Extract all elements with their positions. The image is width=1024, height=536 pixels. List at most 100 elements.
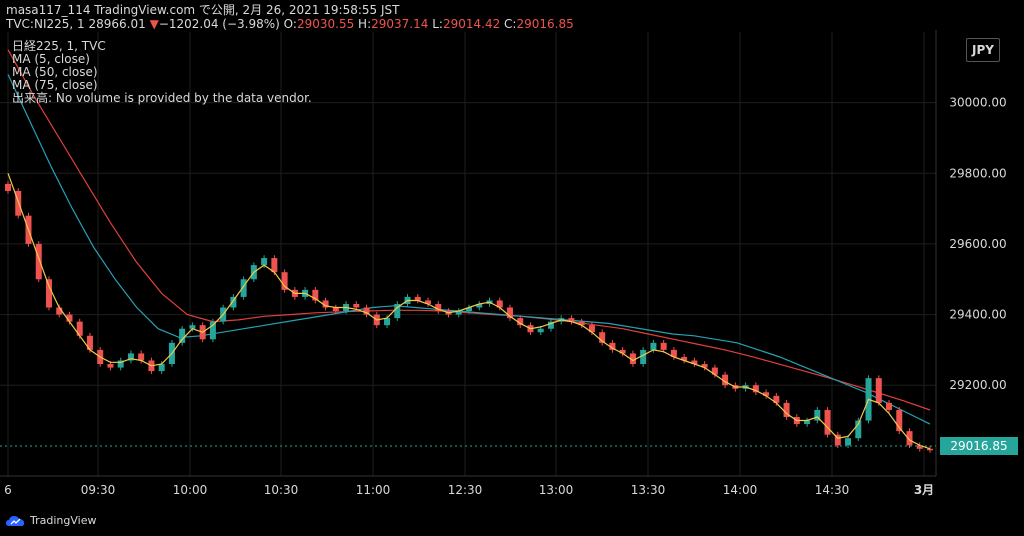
legend-ma5[interactable]: MA (5, close): [12, 52, 90, 66]
candle-body: [886, 402, 893, 410]
tradingview-logo[interactable]: TradingView: [6, 514, 96, 527]
open-label: O:: [283, 17, 297, 31]
candle-body: [179, 328, 186, 343]
price-tick-label: 29200.00: [949, 378, 1006, 392]
time-tick-label: 13:30: [631, 483, 666, 497]
candle-body: [875, 378, 882, 403]
candles-layer: [5, 181, 933, 453]
chart-grid: [0, 32, 936, 476]
candle-body: [609, 342, 616, 350]
candle-body: [906, 431, 913, 446]
candle-body: [127, 353, 134, 361]
candle-body: [476, 303, 483, 308]
candle-body: [517, 318, 524, 326]
candle-body: [629, 353, 636, 365]
candle-body: [435, 303, 442, 312]
tradingview-cloud-icon: [6, 515, 25, 526]
candle-body: [496, 300, 503, 308]
candle-body: [189, 325, 196, 329]
candle-body: [578, 321, 585, 326]
ohlc-header: TVC:NI225, 1 28966.01 ▼−1202.04 (−3.98%)…: [6, 17, 574, 31]
symbol-label: TVC:NI225, 1: [6, 17, 85, 31]
candle-body: [773, 395, 780, 403]
candle-body: [394, 303, 401, 319]
time-tick-label: 3月: [914, 483, 934, 497]
ma5-line-layer: [7, 173, 931, 450]
candle-body: [230, 296, 237, 308]
candle-body: [814, 409, 821, 421]
candle-body: [332, 307, 339, 312]
low-value: 29014.42: [442, 17, 501, 31]
candle-body: [804, 420, 811, 425]
candle-body: [763, 392, 770, 396]
candle-body: [834, 434, 841, 446]
time-tick-label: 14:00: [723, 483, 758, 497]
time-tick-label: 6: [4, 483, 12, 497]
candle-body: [845, 438, 852, 446]
legend-volume-note: 出来高: No volume is provided by the data v…: [12, 91, 312, 105]
candle-body: [425, 300, 432, 304]
candle-body: [240, 279, 247, 297]
candle-body: [35, 243, 42, 280]
candle-body: [547, 321, 554, 329]
candle-body: [588, 325, 595, 333]
candle-body: [209, 321, 216, 340]
candle-body: [752, 385, 759, 393]
candle-body: [722, 374, 729, 386]
candle-body: [650, 342, 657, 350]
time-axis: 6 09:30 10:00 10:30 11:00 12:30 13:00 13:30 14:0…: [4, 483, 934, 497]
candle-body: [670, 349, 677, 357]
high-label: H:: [358, 17, 372, 31]
candle-body: [681, 356, 688, 361]
price-change: −1202.04 (−3.98%): [158, 17, 280, 31]
candle-body: [619, 349, 626, 354]
price-tick-label: 29800.00: [949, 166, 1006, 180]
time-tick-label: 12:30: [448, 483, 483, 497]
candle-body: [455, 311, 462, 315]
candle-body: [783, 402, 790, 418]
open-value: 29030.55: [296, 17, 355, 31]
candle-body: [896, 409, 903, 432]
candle-body: [117, 360, 124, 368]
legend-ma75[interactable]: MA (75, close): [12, 78, 98, 92]
ma5-line: [7, 173, 931, 450]
legend-ma50[interactable]: MA (50, close): [12, 65, 98, 79]
candle-body: [363, 307, 370, 315]
price-tick-label: 29600.00: [949, 237, 1006, 251]
candle-body: [384, 318, 391, 326]
chart-legend: 日経225, 1, TVC MA (5, close) MA (50, clos…: [12, 40, 312, 105]
candle-body: [158, 364, 165, 372]
candle-body: [56, 307, 63, 315]
ma50-line: [7, 74, 931, 425]
time-tick-label: 10:00: [173, 483, 208, 497]
candle-body: [640, 349, 647, 365]
candle-body: [107, 364, 114, 368]
publish-info: masa117_114 TradingView.com で公開, 2月 26, …: [6, 3, 400, 17]
candle-body: [138, 353, 145, 361]
candle-body: [414, 296, 421, 301]
candle-body: [76, 321, 83, 336]
candle-body: [353, 303, 360, 308]
high-value: 29037.14: [371, 17, 429, 31]
legend-title[interactable]: 日経225, 1, TVC: [12, 39, 106, 53]
down-arrow-icon: ▼: [149, 17, 159, 31]
time-tick-label: 11:00: [356, 483, 391, 497]
time-tick-label: 14:30: [815, 483, 850, 497]
candle-body: [261, 258, 268, 266]
candle-body: [691, 360, 698, 365]
price-axis: 30000.00 29800.00 29600.00 29400.00 29200.00: [949, 96, 1006, 393]
candle-body: [537, 328, 544, 333]
brand-label: TradingView: [30, 514, 97, 527]
price-tick-label: 30000.00: [949, 96, 1006, 110]
candle-body: [66, 314, 73, 322]
currency-button[interactable]: JPY: [966, 38, 1000, 62]
time-tick-label: 09:30: [81, 483, 116, 497]
last-price: 28966.01: [88, 17, 146, 31]
candle-body: [5, 183, 11, 191]
close-value: 29016.85: [516, 17, 574, 31]
close-label: C:: [504, 17, 517, 31]
price-tick-label: 29400.00: [949, 308, 1006, 322]
ma50-line-layer: [7, 74, 931, 425]
candle-body: [711, 367, 718, 375]
